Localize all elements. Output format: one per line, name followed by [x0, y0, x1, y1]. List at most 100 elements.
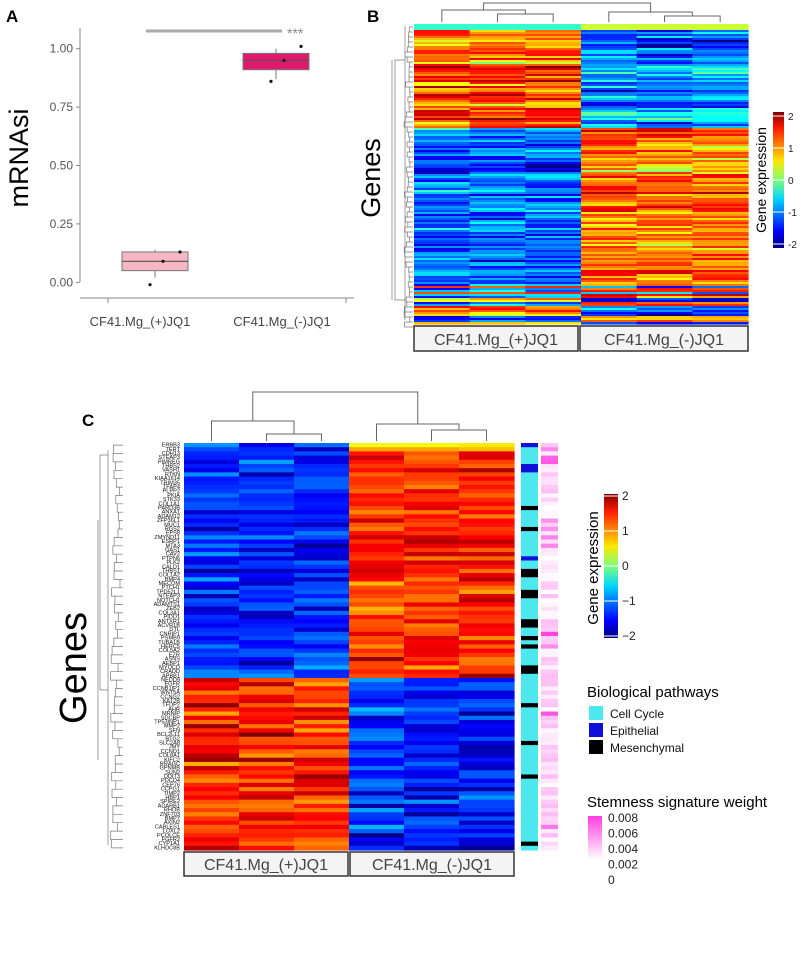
panel-c-pathways-legend: Biological pathways Cell CycleEpithelial…	[587, 684, 719, 755]
panel-b-heatmap-cell	[636, 186, 693, 189]
panel-b-heatmap-cell	[525, 208, 582, 211]
panel-c-gene-label: NOTCH1	[157, 598, 180, 604]
panel-b-heatmap-cell	[414, 210, 471, 213]
panel-c-pathway-cell	[521, 631, 538, 637]
panel-b-heatmap-cell	[636, 314, 693, 317]
panel-b-heatmap-cell	[581, 210, 638, 213]
panel-c-stemness-cell	[541, 719, 558, 725]
panel-c-heatmap-cell	[349, 673, 405, 679]
panel-b-heatmap-cell	[636, 70, 693, 73]
panel-c-heatmap-cell	[459, 808, 515, 813]
panel-b-heatmap-cell	[636, 304, 693, 307]
panel-c-heatmap-cell	[239, 631, 295, 637]
panel-c-heatmap-cell	[294, 543, 350, 549]
panel-a-point	[299, 44, 303, 48]
panel-c-pathway-cell	[521, 589, 538, 595]
panel-b-heatmap-cell	[469, 164, 526, 167]
panel-b-heatmap-cell	[692, 138, 749, 141]
panel-c-heatmap-cell	[294, 803, 350, 809]
panel-c-heatmap-cell	[184, 799, 240, 805]
panel-c-heatmap-cell	[184, 703, 240, 708]
panel-b-heatmap-cell	[636, 188, 693, 191]
panel-c-group-label-plus: CF41.Mg_(+)JQ1	[183, 851, 349, 877]
panel-c-heatmap-cell	[404, 480, 460, 486]
panel-b-heatmap-cell	[636, 290, 693, 293]
panel-c-stemness-cell	[541, 766, 558, 771]
panel-c-pathway-cell	[521, 510, 538, 515]
panel-c-pathway-cell	[521, 791, 538, 796]
panel-a-y-tick-label: 0.50	[50, 159, 74, 173]
panel-c-heatmap-cell	[184, 493, 240, 499]
panel-c-gene-label: SLC2A8	[159, 740, 180, 746]
panel-c-stemness-title: Stemness signature weight	[587, 794, 768, 811]
panel-c-stemness-cell	[541, 698, 558, 704]
panel-c-gene-label: JMY	[169, 745, 180, 751]
panel-b-heatmap-cell	[469, 128, 526, 131]
panel-a-x-tick-plus: CF41.Mg_(+)JQ1	[90, 314, 191, 329]
panel-c-pathway-cell	[521, 573, 538, 578]
panel-b-heatmap-cell	[525, 206, 582, 209]
panel-b-heatmap-cell	[692, 256, 749, 259]
panel-c-heatmap-cell	[184, 594, 240, 599]
panel-c-heatmap-cell	[294, 690, 350, 696]
panel-b-heatmap-cell	[414, 306, 471, 309]
panel-b-heatmap-cell	[469, 160, 526, 163]
panel-c-heatmap-cell	[239, 845, 295, 851]
panel-b-heatmap-cell	[525, 188, 582, 191]
panel-c-heatmap-cell	[294, 770, 350, 776]
panel-b-heatmap-cell	[469, 66, 526, 69]
panel-b-heatmap-cell	[581, 152, 638, 155]
panel-b-heatmap-cell	[636, 88, 693, 91]
panel-c-stemness-cell	[541, 761, 558, 767]
panel-b-heatmap-cell	[692, 120, 749, 123]
panel-b-heatmap-cell	[692, 230, 749, 233]
panel-b-heatmap-cell	[581, 178, 638, 181]
panel-b-heatmap-cell	[525, 122, 582, 125]
panel-b-heatmap-cell	[581, 38, 638, 41]
panel-c-heatmap-cell	[404, 820, 460, 826]
panel-b-heatmap-cell	[469, 30, 526, 33]
panel-b-heatmap-cell	[692, 290, 749, 293]
panel-b-heatmap-cell	[692, 158, 749, 161]
panel-c-heatmap-cell	[404, 619, 460, 625]
panel-b-heatmap-cell	[469, 68, 526, 71]
panel-c-heatmap-cell	[349, 552, 405, 557]
panel-b-heatmap-cell	[525, 90, 582, 93]
panel-c-heatmap-cell	[349, 501, 405, 507]
panel-c-heatmap-cell	[184, 698, 240, 704]
panel-b-heatmap-cell	[525, 316, 582, 319]
panel-b-heatmap-cell	[692, 272, 749, 275]
panel-b-heatmap-cell	[581, 30, 638, 33]
panel-c-heatmap-cell	[294, 816, 350, 822]
panel-c-heatmap-cell	[404, 581, 460, 587]
panel-c-heatmap-cell	[294, 757, 350, 763]
panel-c-heatmap-cell	[459, 480, 515, 486]
panel-b-heatmap-cell	[581, 130, 638, 133]
panel-b-heatmap-cell	[414, 44, 471, 47]
panel-b-heatmap-cell	[692, 126, 749, 129]
panel-c-heatmap-cell	[294, 598, 350, 604]
panel-c-heatmap-cell	[459, 824, 515, 830]
panel-b-heatmap-cell	[636, 48, 693, 51]
panel-b-heatmap-cell	[525, 86, 582, 89]
panel-b-heatmap-cell	[525, 84, 582, 87]
panel-c-heatmap-cell	[239, 522, 295, 528]
panel-c-heatmap-cell	[239, 841, 295, 847]
panel-c-heatmap-cell	[184, 677, 240, 683]
panel-b-heatmap-cell	[636, 288, 693, 291]
panel-b-heatmap-cell	[469, 196, 526, 199]
panel-c-pathway-cell	[521, 803, 538, 809]
panel-c-heatmap-cell	[459, 845, 515, 851]
panel-b-heatmap-cell	[636, 26, 693, 29]
panel-b-heatmap-cell	[525, 130, 582, 133]
panel-c-gene-label: CRADD	[160, 669, 180, 675]
panel-c-heatmap-cell	[294, 535, 350, 541]
panel-c-heatmap-cell	[294, 623, 350, 629]
panel-b-heatmap-cell	[581, 124, 638, 127]
panel-b-heatmap-cell	[469, 154, 526, 157]
panel-b-heatmap-cell	[692, 188, 749, 191]
panel-b-heatmap-cell	[692, 32, 749, 35]
panel-c-stemness-cell	[541, 443, 558, 448]
panel-b-heatmap-cell	[636, 192, 693, 195]
panel-b-heatmap-cell	[525, 40, 582, 43]
